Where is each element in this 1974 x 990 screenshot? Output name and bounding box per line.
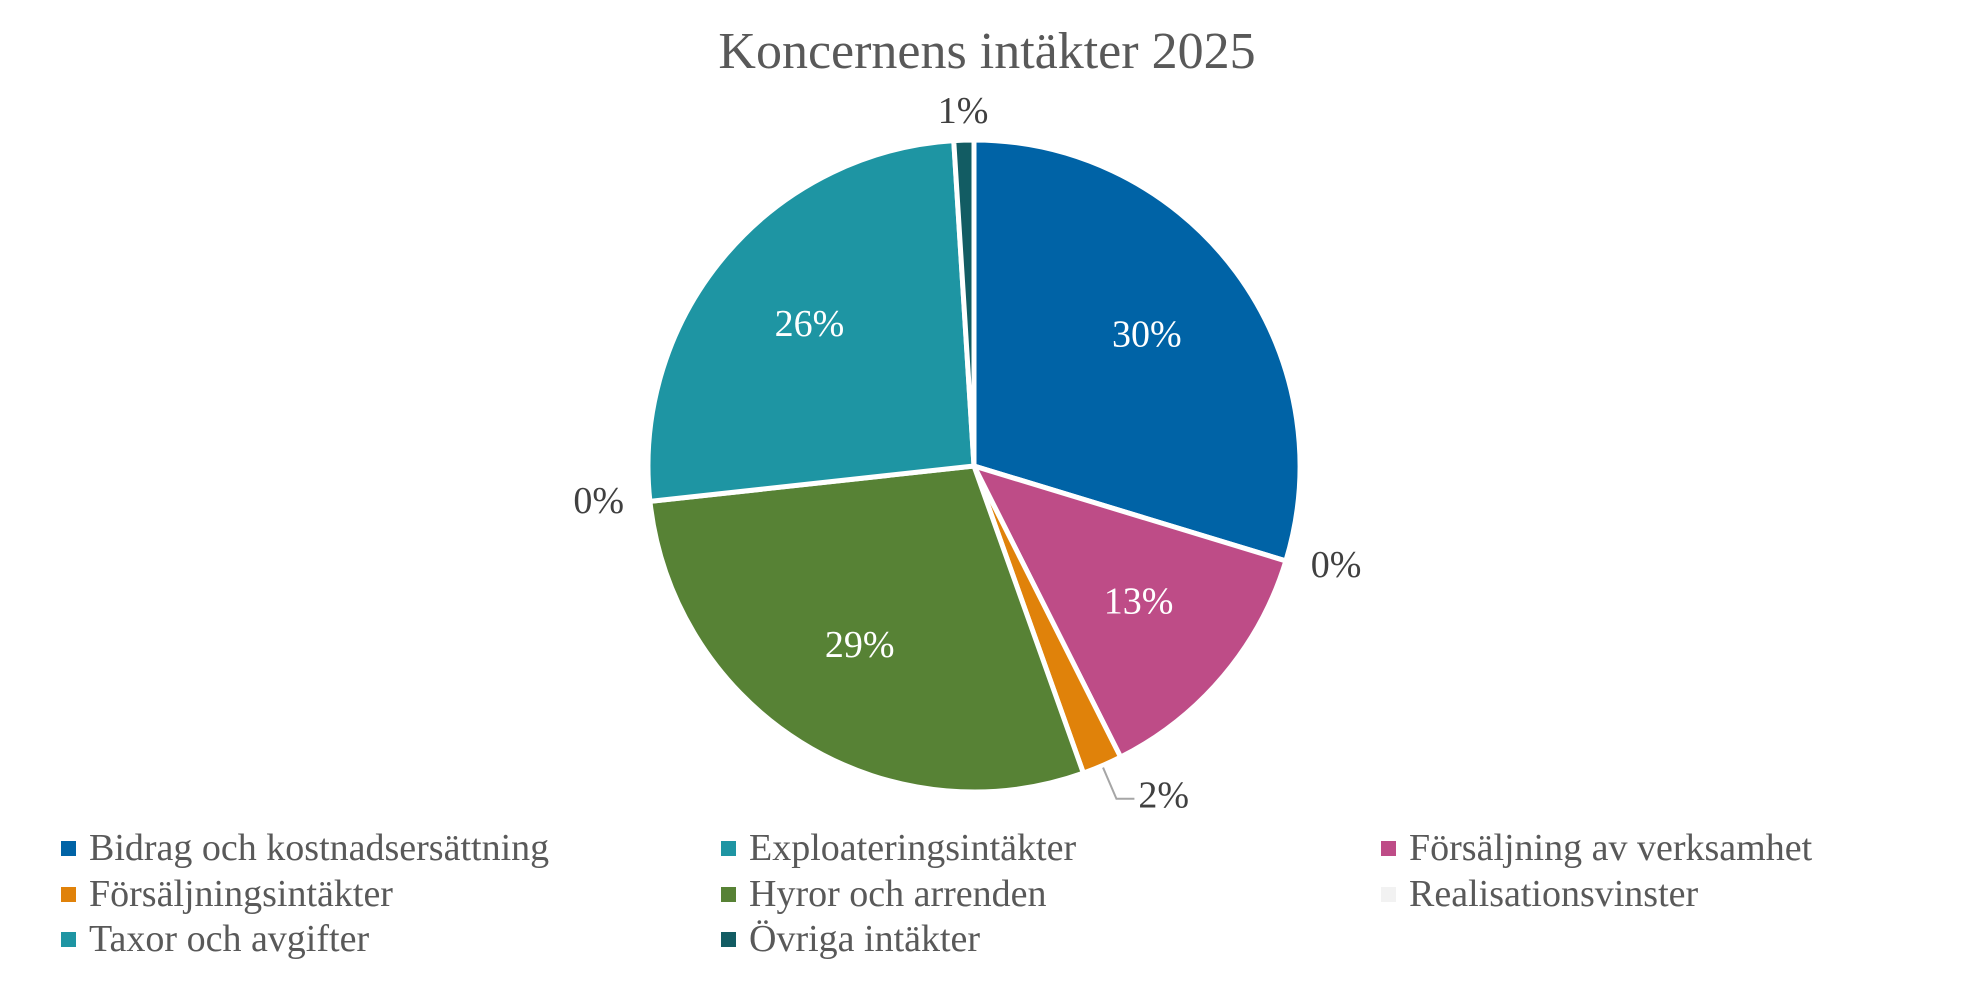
legend-label: Realisationsvinster <box>1409 873 1699 915</box>
legend-label: Försäljningsintäkter <box>89 873 393 915</box>
legend-label: Övriga intäkter <box>749 918 981 960</box>
chart-title: Koncernens intäkter 2025 <box>718 23 1256 80</box>
data-label: 2% <box>1138 775 1189 817</box>
legend-item: Realisationsvinster <box>1381 872 1698 916</box>
legend-swatch <box>61 840 76 856</box>
legend-swatch <box>1381 840 1396 856</box>
legend-label: Taxor och avgifter <box>89 918 370 960</box>
legend-item: Hyror och arrenden <box>721 872 1047 916</box>
legend-swatch <box>721 931 736 947</box>
pie-slice <box>645 137 977 505</box>
leader-line <box>1102 767 1135 800</box>
legend-label: Bidrag och kostnadsersättning <box>89 827 550 869</box>
pie-chart: 30% 0% 13% 2% 29% 0% 26% 1% <box>573 90 1362 817</box>
pie-slice <box>647 463 1087 795</box>
data-label: 26% <box>775 303 845 345</box>
data-label: 0% <box>573 480 624 522</box>
legend-label: Exploateringsintäkter <box>749 827 1077 869</box>
legend-item: Övriga intäkter <box>721 917 980 961</box>
legend-swatch <box>61 886 76 902</box>
legend-swatch <box>721 840 736 856</box>
pie-slice <box>951 137 977 467</box>
legend-item: Exploateringsintäkter <box>721 826 1076 870</box>
legend-item: Taxor och avgifter <box>61 917 369 961</box>
legend-label: Hyror och arrenden <box>749 873 1047 915</box>
legend-label: Försäljning av verksamhet <box>1409 827 1813 869</box>
pie-slice <box>969 461 1289 761</box>
legend-item: Försäljning av verksamhet <box>1381 826 1812 870</box>
legend-swatch <box>61 931 76 947</box>
legend-swatch <box>721 886 736 902</box>
data-label: 1% <box>938 90 989 132</box>
data-label: 13% <box>1104 580 1174 622</box>
legend-item: Försäljningsintäkter <box>61 872 393 916</box>
pie-slice <box>971 137 1303 565</box>
data-label: 0% <box>1311 544 1362 586</box>
legend-item: Bidrag och kostnadsersättning <box>61 826 549 870</box>
data-label: 29% <box>825 624 895 666</box>
data-label: 30% <box>1112 314 1182 356</box>
legend-swatch <box>1381 886 1396 902</box>
